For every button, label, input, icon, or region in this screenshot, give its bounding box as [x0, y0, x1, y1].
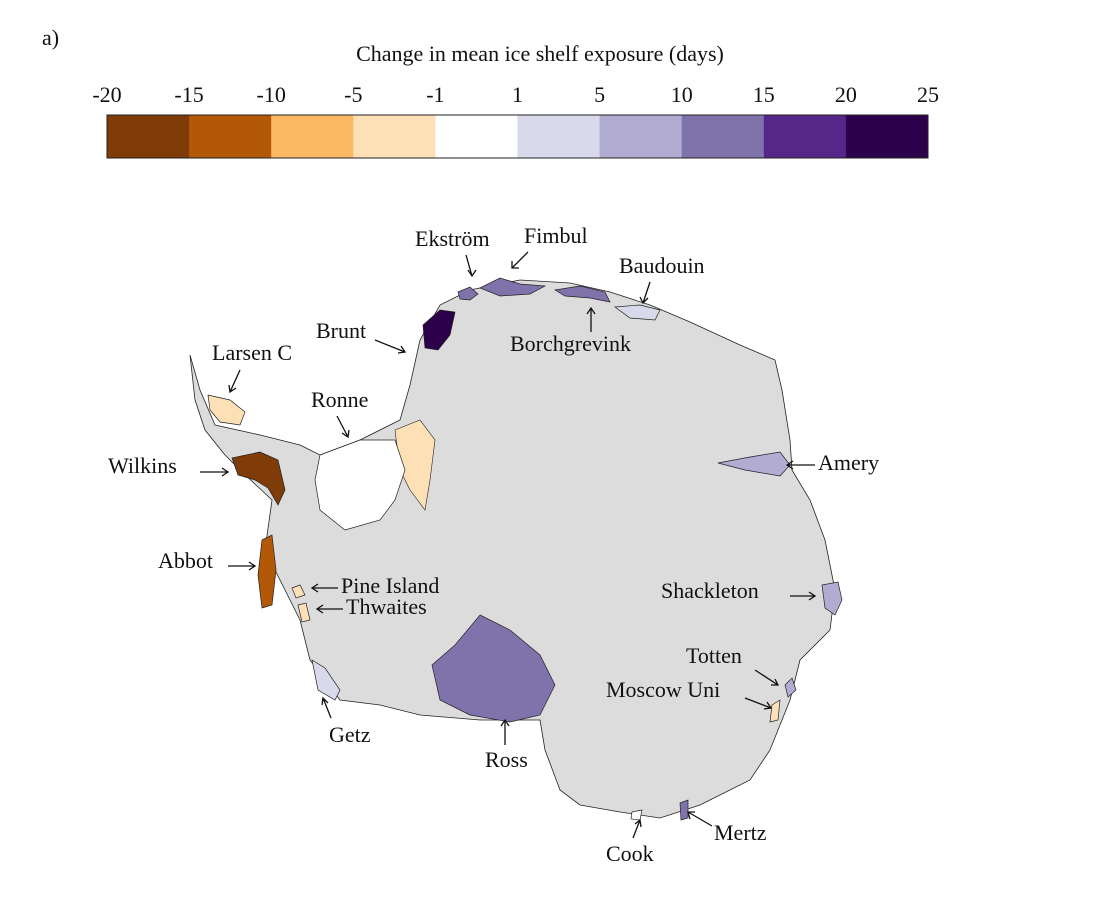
continent — [189, 279, 836, 819]
ice-shelf — [431, 614, 556, 723]
colorbar-tick-label: 1 — [512, 82, 523, 107]
colorbar-tick-label: 20 — [835, 82, 857, 107]
shelf-label: Mertz — [714, 820, 767, 845]
ice-shelf — [679, 799, 689, 821]
shelf-label: Wilkins — [108, 453, 177, 478]
ice-shelf — [457, 286, 479, 301]
shelf-label: Larsen C — [212, 340, 292, 365]
colorbar-tick-label: -20 — [92, 82, 121, 107]
shelf-label: Borchgrevink — [510, 331, 631, 356]
panel-label: a) — [42, 25, 59, 50]
shelf-label: Brunt — [316, 318, 366, 343]
colorbar-bin — [845, 115, 929, 158]
arrows — [200, 251, 817, 839]
colorbar-bin — [763, 115, 847, 158]
ice-shelf — [422, 309, 456, 351]
shelf-label: Fimbul — [524, 223, 588, 248]
colorbar-bin — [517, 115, 601, 158]
colorbar-tick-label: -10 — [257, 82, 286, 107]
shelf-label: Ekström — [415, 226, 490, 251]
shelf-label: Shackleton — [661, 578, 759, 603]
colorbar-bin — [189, 115, 272, 158]
colorbar-frame — [106, 114, 929, 159]
colorbar-tick-label: -1 — [426, 82, 444, 107]
shelf-label: Totten — [686, 643, 742, 668]
ice-shelf — [784, 677, 797, 698]
shelf-label: Pine Island — [341, 573, 439, 598]
shelf-label: Ronne — [311, 387, 368, 412]
ice-shelves — [207, 277, 843, 821]
shelf-label: Amery — [818, 450, 879, 475]
colorbar-bin — [681, 115, 765, 158]
ice-shelf — [257, 534, 277, 609]
ice-shelf — [614, 304, 661, 321]
colorbar-bin — [107, 115, 190, 158]
shelf-label: Moscow Uni — [606, 677, 720, 702]
colorbar-tick-label: 5 — [594, 82, 605, 107]
shelf-label: Cook — [606, 841, 654, 866]
ice-shelf — [479, 277, 547, 297]
shelf-label: Thwaites — [346, 594, 427, 619]
ice-shelf — [231, 451, 286, 506]
colorbar-title: Change in mean ice shelf exposure (days) — [356, 41, 724, 66]
colorbar-bin — [435, 115, 518, 158]
colorbar-bin — [353, 115, 436, 158]
colorbar-bin — [271, 115, 354, 158]
ice-shelf — [314, 439, 406, 531]
shelf-label: Baudouin — [619, 253, 705, 278]
ice-shelf — [297, 602, 311, 623]
ice-shelf — [207, 394, 246, 426]
colorbar-tick-label: -15 — [174, 82, 203, 107]
colorbar-bin — [599, 115, 683, 158]
ice-shelf — [311, 659, 341, 701]
colorbar-tick-label: 15 — [753, 82, 775, 107]
ice-shelf — [769, 699, 781, 723]
ice-shelf — [553, 285, 611, 303]
shelf-label: Ross — [485, 747, 528, 772]
shelf-label: Getz — [329, 722, 371, 747]
colorbar-tick-label: -5 — [344, 82, 362, 107]
colorbar-tick-label: 10 — [671, 82, 693, 107]
ice-shelf — [821, 581, 843, 616]
ice-shelf — [291, 584, 306, 599]
colorbar-tick-label: 25 — [917, 82, 939, 107]
shelf-label: Abbot — [158, 548, 213, 573]
